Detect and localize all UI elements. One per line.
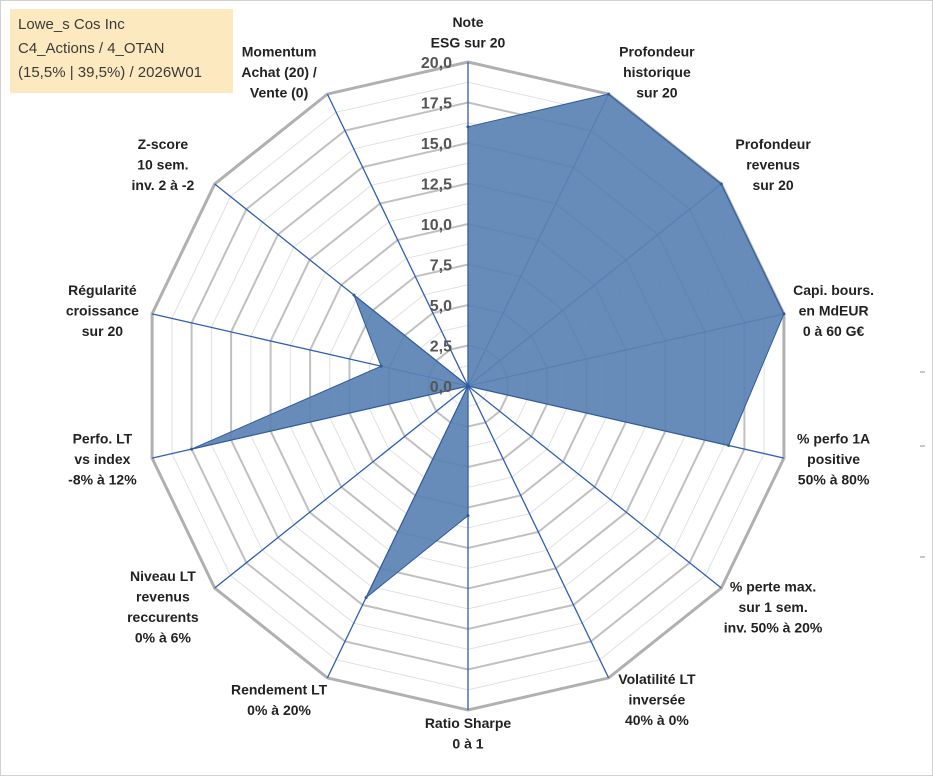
- radar-axis-labels: Note ESG sur 20 Profondeur historique sur 20…: [66, 14, 874, 752]
- axis-spoke-7: [467, 385, 610, 679]
- axis-label-line: 0 à 60 G€: [803, 323, 865, 339]
- axis-label-line: 40% à 0%: [625, 712, 689, 728]
- axis-label-13: Z-score 10 sem. inv. 2 à -2: [132, 136, 195, 193]
- axis-label-line: Volatilité LT: [618, 671, 696, 687]
- axis-label-line: -8% à 12%: [68, 472, 137, 488]
- data-point-12: [379, 364, 383, 368]
- axis-label-line: Momentum: [242, 43, 317, 59]
- data-point-1: [466, 125, 470, 129]
- edge-tick-mark: [920, 445, 925, 447]
- axis-label-line: Achat (20) /: [241, 64, 317, 80]
- axis-label-line: vs index: [74, 451, 130, 467]
- axis-label-line: reccurents: [127, 609, 199, 625]
- axis-label-line: Profondeur: [735, 136, 811, 152]
- axis-label-line: inv. 2 à -2: [132, 177, 195, 193]
- company-name: Lowe_s Cos Inc: [18, 16, 125, 33]
- axis-label-line: Profondeur: [619, 43, 695, 59]
- axis-label-line: sur 1 sem.: [738, 599, 807, 615]
- axis-label-1: Note ESG sur 20: [431, 14, 506, 51]
- tick-label: 10,0: [421, 217, 452, 234]
- axis-label-line: Ratio Sharpe: [425, 715, 512, 731]
- radar-tick-labels: 0,0 2,5 5,0 7,5 10,0 12,5 15,0 17,5 20,0: [421, 55, 452, 396]
- axis-label-line: Niveau LT: [130, 568, 196, 584]
- data-point-11: [190, 447, 194, 451]
- axis-label-2: Profondeur historique sur 20: [619, 43, 695, 100]
- axis-label-10: Niveau LT revenus reccurents 0% à 6%: [127, 568, 199, 646]
- portfolio-category: C4_Actions / 4_OTAN: [18, 40, 165, 57]
- data-point-4: [782, 312, 786, 316]
- axis-label-line: sur 20: [82, 323, 123, 339]
- axis-spoke-6: [467, 385, 722, 589]
- axis-label-line: en MdEUR: [799, 302, 869, 318]
- tick-label: 17,5: [421, 96, 452, 113]
- axis-label-14: Momentum Achat (20) / Vente (0): [241, 43, 317, 100]
- data-point-3: [719, 182, 723, 186]
- edge-tick-mark: [920, 371, 925, 373]
- tick-label: 7,5: [430, 258, 452, 275]
- axis-label-line: revenus: [746, 157, 800, 173]
- axis-label-line: Rendement LT: [231, 681, 328, 697]
- axis-label-line: inversée: [628, 692, 685, 708]
- axis-label-line: Z-score: [138, 136, 189, 152]
- axis-label-line: % perte max.: [730, 579, 816, 595]
- chart-title-box: Lowe_s Cos Inc C4_Actions / 4_OTAN (15,5…: [10, 9, 233, 93]
- axis-label-line: sur 20: [636, 84, 677, 100]
- axis-label-line: croissance: [66, 302, 139, 318]
- tick-label: 0,0: [430, 379, 452, 396]
- axis-label-line: 10 sem.: [137, 157, 188, 173]
- axis-label-7: Volatilité LT inversée 40% à 0%: [618, 671, 696, 728]
- edge-tick-mark: [920, 556, 925, 558]
- axis-label-line: Vente (0): [250, 84, 308, 100]
- axis-label-5: % perfo 1A positive 50% à 80%: [797, 431, 870, 488]
- tick-label: 20,0: [421, 55, 452, 72]
- tick-label: 5,0: [430, 298, 452, 315]
- data-point-13: [352, 293, 356, 297]
- axis-label-line: historique: [623, 64, 691, 80]
- axis-label-line: Perfo. LT: [73, 431, 133, 447]
- axis-label-line: Régularité: [68, 282, 137, 298]
- data-point-8: [466, 514, 470, 518]
- data-point-14: [466, 384, 470, 388]
- axis-label-line: sur 20: [752, 177, 793, 193]
- tick-label: 15,0: [421, 136, 452, 153]
- axis-label-line: ESG sur 20: [431, 35, 506, 51]
- axis-label-9: Rendement LT 0% à 20%: [231, 681, 328, 718]
- axis-label-line: 0% à 6%: [135, 630, 192, 646]
- axis-label-12: Régularité croissance sur 20: [66, 282, 139, 339]
- series-area: [191, 93, 785, 598]
- axis-label-line: 0% à 20%: [247, 702, 311, 718]
- axis-label-line: revenus: [136, 589, 190, 605]
- score-and-week: (15,5% | 39,5%) / 2026W01: [18, 64, 202, 81]
- radar-series: [190, 92, 786, 600]
- tick-label: 12,5: [421, 177, 452, 194]
- axis-label-line: 0 à 1: [452, 736, 483, 752]
- data-point-2: [607, 92, 611, 96]
- axis-label-line: % perfo 1A: [797, 431, 870, 447]
- axis-label-line: 50% à 80%: [798, 472, 870, 488]
- data-point-5: [727, 444, 731, 447]
- axis-label-4: Capi. bours. en MdEUR 0 à 60 G€: [793, 282, 874, 339]
- axis-spoke-10: [214, 385, 469, 589]
- tick-label: 2,5: [430, 339, 452, 356]
- data-point-9: [364, 596, 368, 600]
- axis-label-line: inv. 50% à 20%: [724, 620, 823, 636]
- axis-label-3: Profondeur revenus sur 20: [735, 136, 811, 193]
- axis-label-line: positive: [807, 451, 860, 467]
- axis-label-8: Ratio Sharpe 0 à 1: [425, 715, 512, 752]
- axis-label-line: Note: [452, 14, 483, 30]
- axis-label-11: Perfo. LT vs index -8% à 12%: [68, 431, 137, 488]
- axis-spoke-14: [326, 93, 469, 387]
- axis-label-6: % perte max. sur 1 sem. inv. 50% à 20%: [724, 579, 823, 636]
- axis-label-line: Capi. bours.: [793, 282, 874, 298]
